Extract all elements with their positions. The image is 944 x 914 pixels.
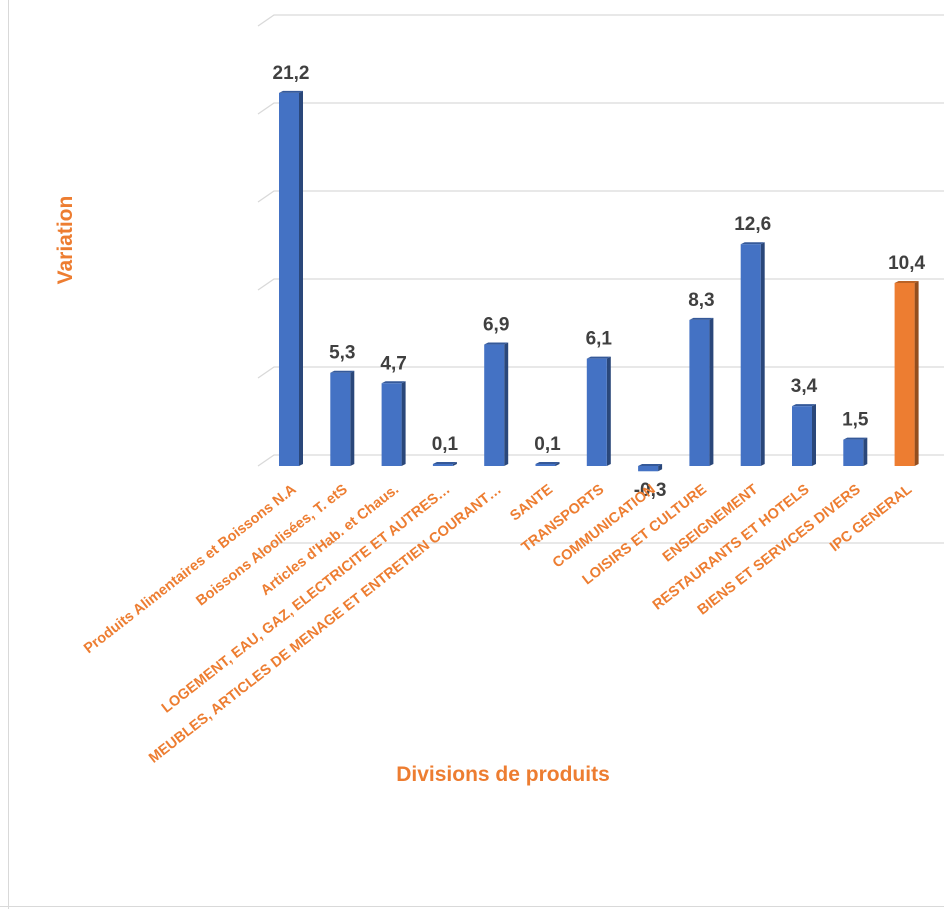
- data-label: -0,3: [634, 480, 667, 501]
- bar-side: [863, 437, 868, 466]
- bar-side: [299, 90, 303, 466]
- bar-side: [658, 464, 663, 472]
- bar-side: [709, 317, 714, 466]
- bar-top: [689, 317, 714, 320]
- data-label: 3,4: [791, 376, 818, 397]
- category-label: SANTE: [507, 481, 556, 524]
- bar-top: [484, 342, 509, 345]
- bar-top: [586, 356, 611, 359]
- bar-top: [740, 242, 765, 245]
- bar: [689, 317, 714, 466]
- bar: [535, 462, 560, 466]
- bar-side: [452, 462, 457, 466]
- bar-top: [792, 404, 816, 407]
- bar-front: [279, 92, 299, 466]
- bar-front: [535, 464, 556, 466]
- bar: [843, 437, 868, 466]
- gridlines: [257, 14, 944, 555]
- bar-side: [401, 381, 406, 466]
- bar-side: [504, 342, 509, 466]
- bar-front: [432, 464, 453, 466]
- bar-top: [381, 381, 406, 384]
- bar-top: [432, 462, 457, 464]
- data-label: 21,2: [273, 63, 310, 84]
- bar-front: [740, 244, 761, 466]
- x-axis-title: Divisions de produits: [396, 763, 610, 786]
- bar-side: [555, 462, 560, 466]
- bar-front: [689, 319, 710, 466]
- bar: [638, 464, 663, 472]
- bar-top: [279, 90, 303, 93]
- data-label: 6,1: [586, 329, 613, 350]
- data-label: 12,6: [734, 214, 771, 235]
- category-labels: Produits Alimentaires et Boissons N.ABoi…: [81, 481, 915, 766]
- bar-top: [894, 280, 919, 283]
- bar-side: [606, 356, 611, 466]
- gridline: [257, 542, 944, 555]
- bar-front: [586, 358, 607, 466]
- gridline: [257, 14, 944, 27]
- bar: [484, 342, 509, 466]
- bar-front: [638, 466, 659, 472]
- bar-side: [812, 404, 816, 466]
- bar-front: [330, 372, 351, 466]
- data-label: 1,5: [842, 410, 869, 431]
- bar-front: [792, 406, 812, 466]
- bar-front: [843, 439, 864, 466]
- bars: [279, 90, 919, 472]
- bar: [894, 280, 919, 466]
- bar-top: [330, 370, 355, 373]
- bar-side: [914, 280, 919, 466]
- gridline: [257, 102, 944, 115]
- value-labels: 21,2 5,3 4,7 0,1 6,9 0,1 6,1 -0,3 8,3 12,6 3,4 1,5 1…: [273, 63, 926, 501]
- bar: [740, 242, 765, 466]
- data-label: 4,7: [380, 353, 406, 374]
- bar-front: [894, 282, 915, 466]
- gridline: [257, 454, 944, 467]
- frame-left-edge: [0, 0, 9, 909]
- gridline: [257, 278, 944, 291]
- bar-side: [760, 242, 765, 466]
- data-label: 6,9: [483, 315, 509, 336]
- category-label: MEUBLES, ARTICLES DE MENAGE ET ENTRETIEN…: [146, 482, 505, 767]
- bar-front: [484, 344, 505, 466]
- data-label: 5,3: [329, 343, 355, 364]
- bar: [330, 370, 355, 466]
- bar: [279, 90, 303, 466]
- bar: [381, 381, 406, 466]
- bar-top: [638, 464, 663, 466]
- bar-front: [381, 383, 402, 466]
- bar: [792, 404, 816, 466]
- data-label: 0,1: [432, 434, 459, 455]
- bar: [586, 356, 611, 466]
- bar-top: [535, 462, 560, 464]
- data-label: 8,3: [688, 290, 714, 311]
- bar-top: [843, 437, 868, 440]
- data-label: 10,4: [888, 253, 925, 274]
- gridline: [257, 366, 944, 379]
- data-label: 0,1: [534, 434, 561, 455]
- frame-bottom-edge: [0, 906, 944, 907]
- bar: [432, 462, 457, 466]
- bar-side: [350, 370, 355, 466]
- y-axis-title: Variation: [54, 196, 77, 285]
- gridline: [257, 190, 944, 203]
